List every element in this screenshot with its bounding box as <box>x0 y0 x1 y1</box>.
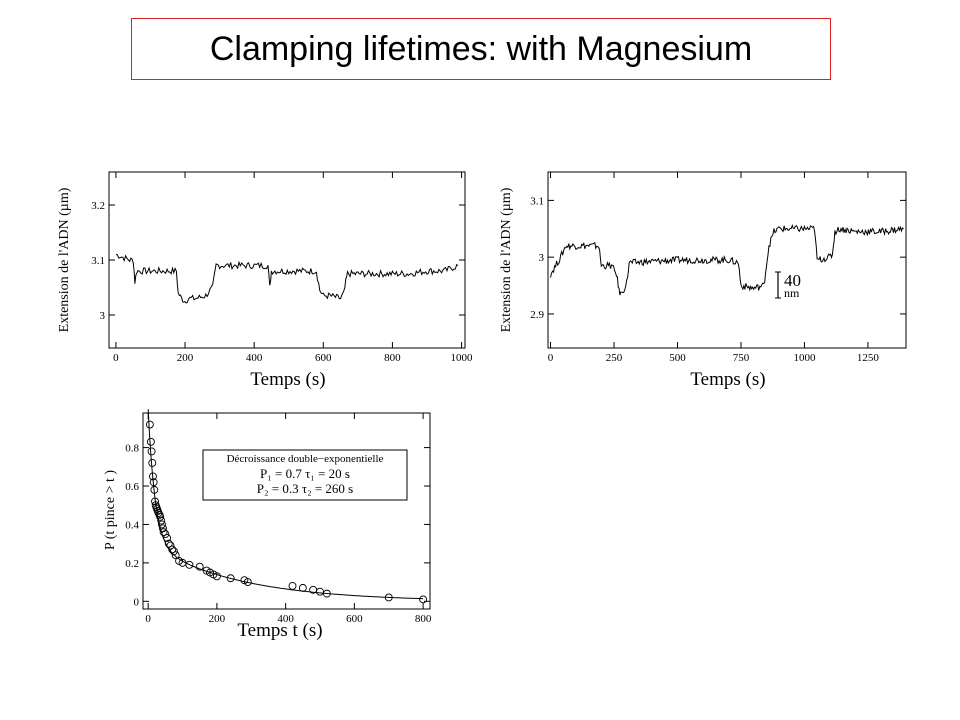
scale-bar-unit: nm <box>784 286 800 300</box>
x-tick-label: 0 <box>113 352 119 364</box>
series-trace <box>115 254 459 304</box>
title-box: Clamping lifetimes: with Magnesium <box>131 18 831 80</box>
plot-frame <box>547 171 907 349</box>
data-point <box>157 520 166 529</box>
y-tick-label: 3.1 <box>530 195 544 207</box>
data-point <box>322 589 331 598</box>
y-tick-label: 0.4 <box>125 519 139 531</box>
y-tick-label: 3 <box>539 252 545 264</box>
y-tick-label: 3.2 <box>91 200 105 212</box>
data-point <box>159 528 168 537</box>
data-point <box>166 541 175 550</box>
x-tick-label: 0 <box>145 613 151 625</box>
data-point <box>146 437 155 446</box>
legend-line: P₂ = 0.3 τ₂ = 260 s <box>257 481 354 496</box>
x-tick-label: 800 <box>415 613 432 625</box>
y-tick-label: 3.1 <box>91 255 105 267</box>
y-axis-label: P (t pince > t ) <box>103 470 118 550</box>
plot-frame <box>142 412 431 610</box>
data-point <box>384 593 393 602</box>
fit-curve <box>147 409 424 600</box>
data-point <box>156 512 165 521</box>
x-tick-label: 600 <box>346 613 363 625</box>
data-point <box>316 587 324 596</box>
series-trace <box>550 224 904 296</box>
y-tick-label: 0.8 <box>125 443 139 455</box>
data-point <box>185 560 194 569</box>
data-point <box>149 472 157 481</box>
y-tick-label: 3 <box>100 310 106 322</box>
chart-bottom-left: 0 200 400 600 800 0 0.2 0.4 0.6 0.8 Temps t (s) P (… <box>103 409 432 641</box>
data-point <box>212 572 221 581</box>
data-point <box>148 459 157 467</box>
x-tick-label: 250 <box>606 352 623 364</box>
x-tick-label: 800 <box>384 352 401 364</box>
chart-top-right: 0 250 500 750 1000 1250 2.9 3 3.1 Temps (s) Extens… <box>499 171 907 390</box>
data-point <box>145 420 154 429</box>
y-tick-label: 0 <box>134 596 140 608</box>
y-tick-label: 2.9 <box>530 309 544 321</box>
legend-line: P₁ = 0.7 τ₁ = 20 s <box>260 466 350 481</box>
data-point <box>169 547 178 556</box>
legend-title: Décroissance double−exponentielle <box>227 453 384 465</box>
x-tick-label: 200 <box>177 352 194 364</box>
data-point <box>157 516 166 525</box>
x-tick-label: 400 <box>277 613 294 625</box>
data-point <box>147 447 156 456</box>
x-tick-label: 600 <box>315 352 332 364</box>
x-tick-label: 400 <box>246 352 263 364</box>
x-tick-label: 1250 <box>857 352 880 364</box>
data-point <box>195 562 204 571</box>
x-tick-label: 500 <box>669 352 686 364</box>
chart-top-left: 0 200 400 600 800 1000 3 3.1 3.2 Temps (s) Extensi… <box>57 171 474 390</box>
data-point <box>171 551 180 560</box>
plot-frame <box>108 171 466 349</box>
data-point <box>164 539 173 548</box>
data-point <box>149 478 158 487</box>
y-tick-label: 0.2 <box>125 558 139 570</box>
y-tick-label: 0.6 <box>125 481 139 493</box>
x-tick-label: 750 <box>733 352 750 364</box>
data-point <box>151 497 159 506</box>
data-point <box>154 508 163 517</box>
x-axis-label: Temps (s) <box>250 369 325 390</box>
x-tick-label: 200 <box>209 613 226 625</box>
data-point <box>288 581 297 590</box>
x-tick-label: 1000 <box>793 352 816 364</box>
x-tick-label: 1000 <box>451 352 474 364</box>
legend-box <box>202 449 408 501</box>
x-axis-label: Temps (s) <box>690 369 765 390</box>
data-point <box>226 574 235 583</box>
data-point <box>150 485 159 494</box>
data-point <box>163 533 172 542</box>
data-point <box>419 595 428 604</box>
x-axis-label: Temps t (s) <box>237 620 322 641</box>
y-axis-label: Extension de l'ADN (µm) <box>499 187 514 332</box>
x-tick-label: 0 <box>548 352 554 364</box>
slide-title: Clamping lifetimes: with Magnesium <box>209 29 753 68</box>
data-point <box>298 583 307 592</box>
data-point <box>243 578 252 587</box>
y-axis-label: Extension de l'ADN (µm) <box>57 187 72 332</box>
scale-bar-value: 40 <box>784 271 801 290</box>
data-point <box>168 545 177 554</box>
data-point <box>161 530 170 539</box>
